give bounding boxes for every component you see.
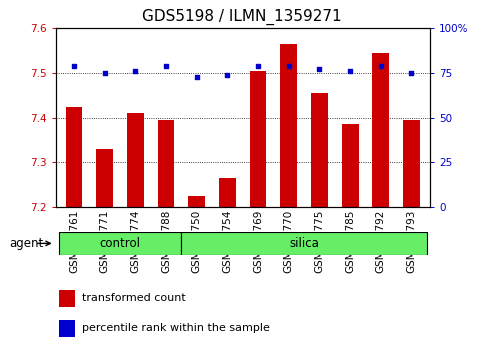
Bar — [280, 44, 297, 207]
Bar — [219, 178, 236, 207]
Point — [346, 68, 354, 74]
Text: GDS5198 / ILMN_1359271: GDS5198 / ILMN_1359271 — [142, 9, 341, 25]
Bar — [403, 120, 420, 207]
Point — [254, 63, 262, 69]
Point — [315, 67, 323, 72]
Text: control: control — [99, 237, 141, 250]
Point — [224, 72, 231, 78]
Point — [408, 70, 415, 76]
Bar — [311, 93, 328, 207]
Text: percentile rank within the sample: percentile rank within the sample — [82, 324, 270, 333]
Bar — [188, 196, 205, 207]
Point — [285, 63, 293, 69]
Bar — [66, 107, 83, 207]
Point — [377, 63, 384, 69]
Bar — [58, 232, 181, 255]
Bar — [59, 320, 75, 337]
Bar — [250, 71, 267, 207]
Point — [162, 63, 170, 69]
Point — [70, 63, 78, 69]
Bar — [127, 113, 144, 207]
Bar — [96, 149, 113, 207]
Text: agent: agent — [10, 237, 44, 250]
Bar — [372, 53, 389, 207]
Point — [101, 70, 109, 76]
Text: silica: silica — [289, 237, 319, 250]
Bar — [341, 124, 358, 207]
Bar — [157, 120, 174, 207]
Point — [131, 68, 139, 74]
Point — [193, 74, 200, 79]
Text: transformed count: transformed count — [82, 293, 185, 303]
Bar — [181, 232, 427, 255]
Bar — [59, 290, 75, 307]
